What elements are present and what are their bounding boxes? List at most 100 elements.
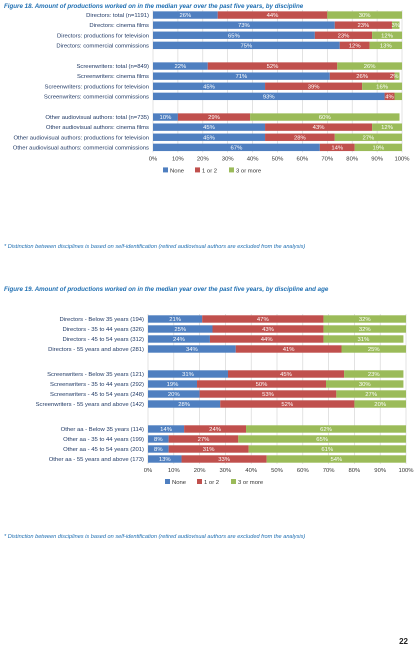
data-label: 93% xyxy=(263,94,276,100)
data-label: 25% xyxy=(174,327,187,333)
data-label: 22% xyxy=(174,64,187,70)
data-label: 32% xyxy=(359,317,372,323)
bar-segment xyxy=(217,11,328,19)
data-label: 8% xyxy=(154,447,163,453)
bar-segment xyxy=(354,400,406,408)
category-label: Screenwriters: commercial commissions xyxy=(44,94,149,100)
data-label: 29% xyxy=(208,115,221,121)
bar-segment xyxy=(336,390,406,398)
legend-swatch xyxy=(229,167,234,173)
data-label: 50% xyxy=(256,382,269,388)
tick-label: 0% xyxy=(144,468,153,474)
bar-segment xyxy=(329,72,395,80)
tick-label: 40% xyxy=(245,468,258,474)
bar-segment xyxy=(153,41,340,50)
bar-segment xyxy=(265,82,363,90)
data-label: 30% xyxy=(359,13,372,19)
bar-segment xyxy=(153,31,315,39)
category-label: Directors - 35 to 44 years (326) xyxy=(62,327,144,333)
bar-segment xyxy=(148,400,221,408)
data-label: 67% xyxy=(231,145,244,151)
data-label: 20% xyxy=(374,402,387,408)
bar-segment xyxy=(265,133,335,141)
bar-segment xyxy=(197,380,327,388)
bar-segment xyxy=(207,62,338,70)
data-label: 43% xyxy=(313,125,326,131)
data-label: 24% xyxy=(209,427,222,433)
bar-segment xyxy=(235,345,342,353)
data-label: 71% xyxy=(235,74,248,80)
figure-19-note: * Distinction between disciplines is bas… xyxy=(4,534,306,540)
figure-19-chart: Directors - Below 35 years (194) 21% 47% 32… xyxy=(36,314,414,486)
data-label: 44% xyxy=(267,13,280,19)
data-label: 65% xyxy=(316,437,329,443)
data-label: 26% xyxy=(364,64,377,70)
data-label: 10% xyxy=(160,115,173,121)
data-label: 61% xyxy=(321,447,334,453)
bar-segment xyxy=(153,21,335,29)
data-label: 26% xyxy=(179,13,192,19)
category-label: Other aa - 45 to 54 years (201) xyxy=(63,447,144,453)
data-label: 32% xyxy=(359,327,372,333)
category-label: Screenwriters: cinema films xyxy=(77,74,149,80)
bar-segment xyxy=(354,143,402,152)
category-label: Other aa - 35 to 44 years (199) xyxy=(63,437,144,443)
bar-segment xyxy=(246,425,406,433)
data-label: 28% xyxy=(178,402,191,408)
bar-segment xyxy=(265,123,373,131)
data-label: 33% xyxy=(218,457,231,463)
data-label: 25% xyxy=(368,347,381,353)
data-label: 23% xyxy=(338,33,351,39)
bar-segment xyxy=(238,435,406,443)
bar-segment xyxy=(227,370,345,378)
category-label: Directors: total (n=1191) xyxy=(86,13,149,19)
bar-segment xyxy=(153,72,330,80)
tick-label: 30% xyxy=(220,468,233,474)
tick-label: 60% xyxy=(297,156,310,162)
data-label: 45% xyxy=(203,125,216,131)
legend-swatch xyxy=(197,479,202,484)
category-label: Screenwriters - 35 to 44 years (292) xyxy=(50,382,144,388)
bar-segment xyxy=(212,325,324,333)
data-label: 65% xyxy=(228,33,241,39)
category-label: Directors: commercial commissions xyxy=(56,43,149,49)
data-label: 19% xyxy=(167,382,180,388)
category-label: Screenwriters: total (n=849) xyxy=(76,64,149,70)
data-label: 26% xyxy=(356,74,369,80)
legend-swatch xyxy=(165,479,170,484)
figure-18-chart: Directors: total (n=1191) 26% 44% 30% Direct… xyxy=(13,10,410,174)
tick-label: 20% xyxy=(197,156,210,162)
data-label: 27% xyxy=(365,392,378,398)
category-label: Screenwriters - 55 years and above (142) xyxy=(36,402,144,408)
data-label: 54% xyxy=(330,457,343,463)
bar-segment xyxy=(344,370,404,378)
data-label: 52% xyxy=(267,64,280,70)
bar-segment xyxy=(266,455,406,463)
category-label: Screenwriters: productions for televisio… xyxy=(45,84,149,90)
category-label: Directors - 45 to 54 years (312) xyxy=(62,337,144,343)
data-label: 19% xyxy=(372,145,385,151)
data-label: 41% xyxy=(283,347,296,353)
category-label: Directors: productions for television xyxy=(57,33,149,39)
bar-segment xyxy=(384,92,395,101)
page-number: 22 xyxy=(399,637,408,646)
bar-segment xyxy=(153,62,208,70)
bar-segment xyxy=(362,82,402,90)
bar-segment xyxy=(326,380,404,388)
bar-segment xyxy=(148,315,203,323)
tick-label: 50% xyxy=(272,156,285,162)
data-label: 23% xyxy=(358,23,371,29)
bar-segment xyxy=(248,445,406,453)
legend-label: None xyxy=(170,168,185,174)
category-label: Other aa - 55 years and above (173) xyxy=(49,457,144,463)
data-label: 16% xyxy=(376,84,389,90)
tick-label: 90% xyxy=(374,468,387,474)
data-label: 31% xyxy=(203,447,216,453)
data-label: 45% xyxy=(203,84,216,90)
category-label: Other audiovisual authors: cinema films xyxy=(46,125,149,131)
tick-label: 40% xyxy=(247,156,260,162)
data-label: 27% xyxy=(362,135,375,141)
tick-label: 100% xyxy=(394,156,410,162)
bar-segment xyxy=(181,455,267,463)
tick-label: 100% xyxy=(398,468,414,474)
